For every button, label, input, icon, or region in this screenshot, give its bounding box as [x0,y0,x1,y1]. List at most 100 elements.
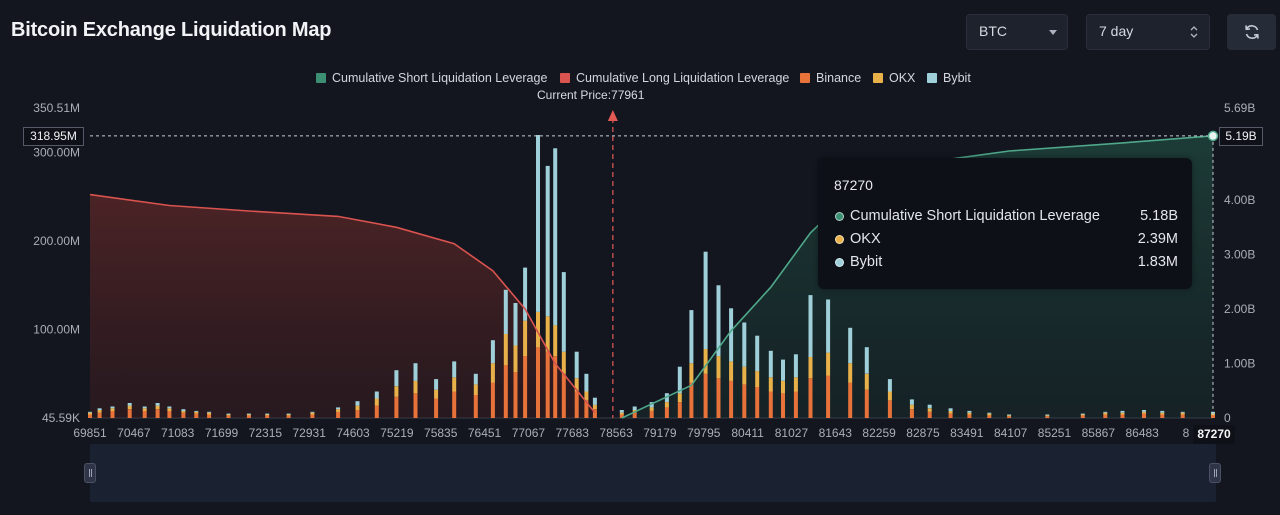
bar-bybit [490,340,495,364]
bar-bybit [584,373,589,392]
bar-okx [88,412,92,415]
chart-tooltip: 87270 Cumulative Short Liquidation Lever… [818,158,1192,289]
chart-legend: Cumulative Short Liquidation Leverage Cu… [0,71,1280,89]
refresh-button[interactable] [1227,14,1276,50]
bar-bybit [246,413,251,415]
bar-binance [167,410,172,418]
legend-item-okx[interactable]: OKX [873,71,915,85]
slider-handle-right[interactable] [1209,463,1221,483]
tooltip-row-label: Bybit [850,254,883,270]
legend-item-bybit[interactable]: Bybit [927,71,971,85]
y-right-tick-label: 4.00B [1224,193,1255,207]
x-tick-label: 78563 [599,426,633,440]
series-dot-icon [835,212,844,221]
bar-okx [194,411,199,414]
bar-okx [127,405,132,410]
legend-swatch [927,73,937,83]
slider-handle-left[interactable] [84,463,96,483]
bar-binance [967,414,972,418]
bar-binance [553,356,558,418]
legend-item-binance[interactable]: Binance [800,71,861,85]
bar-bybit [286,413,291,415]
bar-bybit [88,411,92,413]
bar-bybit [374,391,379,399]
bar-bybit [434,379,439,390]
legend-item-long[interactable]: Cumulative Long Liquidation Leverage [560,71,789,85]
bar-okx [592,404,597,410]
y-left-tick-label: 200.00M [33,234,80,248]
x-tick-label: 82259 [862,426,896,440]
bar-bybit [355,401,360,406]
bar-binance [1103,414,1108,418]
x-tick-label: 83491 [950,426,984,440]
bar-okx [394,386,399,397]
bar-okx [473,384,478,395]
bar-okx [781,380,785,394]
bar-binance [1211,415,1215,418]
bar-binance [755,387,760,418]
legend-item-short[interactable]: Cumulative Short Liquidation Leverage [316,71,547,85]
legend-swatch [800,73,810,83]
x-tick-label: 76451 [468,426,502,440]
bar-bybit [574,351,579,379]
symbol-select[interactable]: BTC [966,14,1068,50]
bar-okx [1142,411,1146,414]
bar-okx [826,352,831,376]
bar-binance [523,356,528,418]
bar-layer [88,135,1215,418]
page-title: Bitcoin Exchange Liquidation Map [11,19,332,41]
bar-bybit [473,373,478,385]
bar-okx [207,412,212,415]
bar-binance [394,396,399,418]
bar-binance [490,382,495,418]
updown-chevron-icon [1190,26,1198,38]
bar-bybit [848,327,853,364]
bar-okx [716,356,721,379]
x-tick-label: 81643 [819,426,853,440]
bar-binance [742,384,747,418]
bar-binance [584,400,589,418]
bar-binance [1142,413,1146,418]
range-slider[interactable] [90,444,1216,502]
bar-okx [927,408,932,412]
bar-binance [689,382,694,418]
bar-binance [194,413,199,418]
x-tick-label: 85867 [1082,426,1116,440]
bar-okx [808,357,813,379]
period-select[interactable]: 7 day [1086,14,1210,50]
bar-bybit [742,322,747,367]
bar-bybit [110,406,115,409]
bar-binance [336,411,341,418]
x-tick-label: 86483 [1125,426,1159,440]
y-left-tick-label: 100.00M [33,323,80,337]
x-tick-label: 77683 [556,426,590,440]
bar-okx [110,408,115,411]
header-bar: Bitcoin Exchange Liquidation Map BTC 7 d… [0,0,1280,64]
bar-okx [664,402,669,408]
bar-okx [490,363,495,383]
bar-okx [848,363,853,383]
bar-bybit [864,347,869,374]
bar-binance [768,391,773,418]
bar-okx [864,373,869,390]
bar-bybit [155,403,160,406]
bar-okx [1080,414,1085,416]
bar-binance [1120,414,1125,418]
x-tick-label: 72931 [293,426,327,440]
bar-bybit [826,299,831,353]
bar-okx [1007,415,1012,417]
legend-swatch [316,73,326,83]
axis-layer: 350.51M 300.00M 200.00M 100.00M 45.59K 5.69B 4… [33,101,1255,440]
bar-binance [97,412,102,418]
bar-okx [155,405,160,410]
bar-binance [677,402,682,418]
bar-okx [689,363,694,383]
bar-binance [286,415,291,418]
bar-bybit [1120,410,1125,413]
tooltip-row: Bybit 1.83M [834,254,1178,274]
bar-okx [703,349,708,374]
bar-binance [826,375,831,418]
bar-bybit [413,363,418,381]
bar-bybit [127,403,132,406]
bar-bybit [503,289,508,334]
